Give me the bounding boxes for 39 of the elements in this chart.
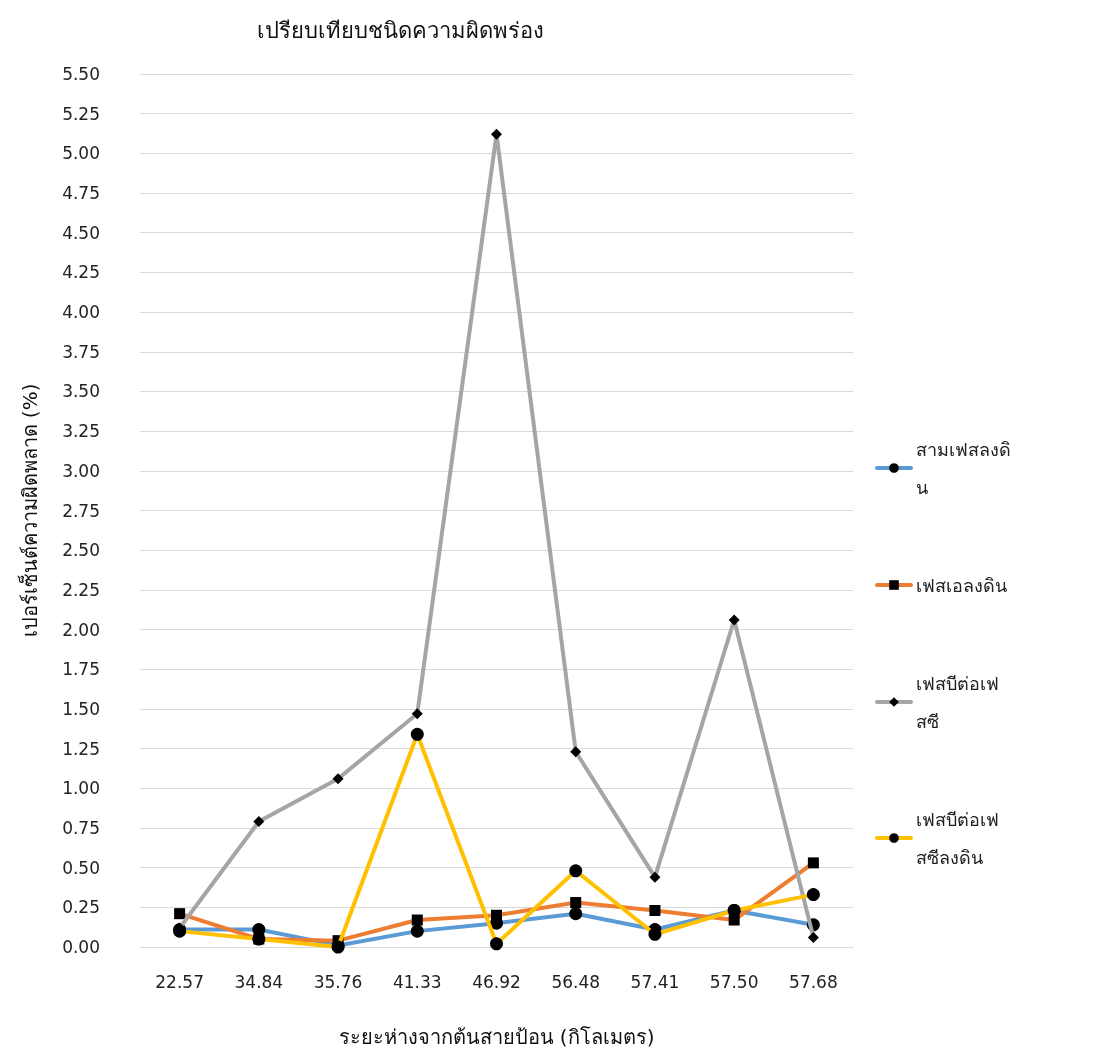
x-tick-label: 35.76 — [313, 971, 363, 992]
y-tick-label: 4.25 — [62, 262, 100, 283]
y-tick-label: 4.50 — [62, 222, 100, 243]
y-tick-label: 0.75 — [62, 817, 100, 838]
y-tick-label: 2.50 — [62, 540, 100, 561]
legend-label: เฟสบีต่อเฟสซี — [916, 672, 999, 732]
y-tick-label: 5.25 — [62, 103, 100, 124]
x-tick-label: 57.41 — [630, 971, 680, 992]
legend-label: เฟสเอลงดิน — [916, 574, 1007, 596]
y-tick-label: 4.00 — [62, 302, 100, 323]
x-tick-label: 56.48 — [551, 971, 601, 992]
y-tick-label: 3.00 — [62, 460, 100, 481]
y-tick-label: 3.75 — [62, 341, 100, 362]
y-tick-label: 1.00 — [62, 778, 100, 799]
y-tick-label: 1.75 — [62, 659, 100, 680]
x-tick-label: 22.57 — [155, 971, 204, 992]
y-tick-label: 3.50 — [62, 381, 100, 402]
y-tick-label: 1.50 — [62, 698, 100, 719]
y-tick-label: 2.75 — [62, 500, 100, 521]
x-axis-title: ระยะห่างจากต้นสายป้อน (กิโลเมตร) — [338, 1025, 655, 1049]
y-tick-label: 2.00 — [62, 619, 100, 640]
x-tick-label: 46.92 — [472, 971, 521, 992]
y-tick-label: 0.00 — [62, 937, 100, 957]
y-tick-label: 5.00 — [62, 143, 100, 164]
legend-label: สามเฟสลงดิน — [916, 438, 1011, 498]
y-tick-label: 0.25 — [62, 897, 100, 918]
x-tick-label: 34.84 — [234, 971, 284, 992]
x-tick-label: 57.68 — [789, 971, 838, 992]
y-tick-label: 5.50 — [62, 64, 100, 84]
chart-title: เปรียบเทียบชนิดความผิดพร่อง — [256, 17, 544, 43]
y-tick-label: 0.50 — [62, 857, 100, 878]
y-axis-title: เปอร์เซ็นต์ความผิดพลาด (%) — [17, 383, 42, 638]
y-tick-label: 3.25 — [62, 421, 100, 442]
legend-label: เฟสบีต่อเฟสซีลงดิน — [916, 808, 999, 868]
y-tick-label: 1.25 — [62, 738, 100, 759]
y-tick-label: 2.25 — [62, 579, 100, 600]
x-tick-label: 57.50 — [709, 971, 759, 992]
x-tick-label: 41.33 — [392, 971, 442, 992]
y-tick-label: 4.75 — [62, 183, 100, 204]
